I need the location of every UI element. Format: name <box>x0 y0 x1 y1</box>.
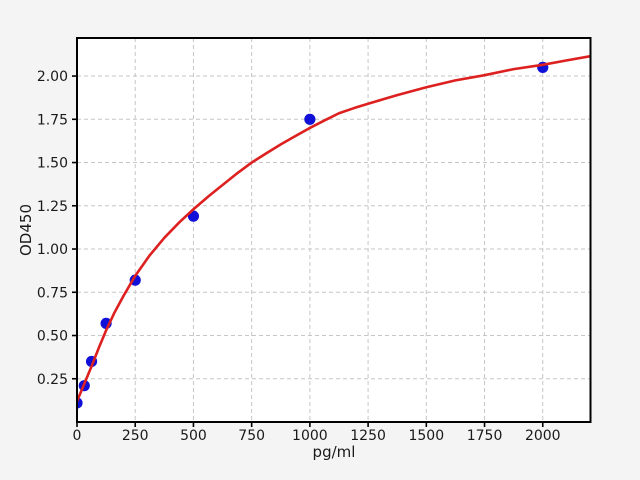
x-tick-label: 250 <box>122 428 149 444</box>
y-tick-label: 1.25 <box>37 199 68 215</box>
y-tick-label: 2.00 <box>37 69 68 85</box>
x-tick-label: 500 <box>180 428 207 444</box>
y-tick-label: 1.75 <box>37 112 68 128</box>
plot-area <box>77 38 591 422</box>
x-tick-label: 0 <box>73 428 82 444</box>
x-axis-label: pg/ml <box>312 443 356 461</box>
axis-spine <box>76 37 592 423</box>
x-tick-label: 1250 <box>350 428 386 444</box>
y-tick-label: 0.50 <box>37 329 68 345</box>
x-tick-label: 1750 <box>467 428 503 444</box>
y-tick-label: 0.25 <box>37 372 68 388</box>
x-tick-label: 2000 <box>525 428 561 444</box>
y-axis-label: OD450 <box>17 204 35 256</box>
y-tick-label: 1.50 <box>37 156 68 172</box>
data-point <box>304 113 316 125</box>
x-tick-label: 1000 <box>292 428 328 444</box>
x-tick-label: 750 <box>238 428 265 444</box>
x-tick-label: 1500 <box>408 428 444 444</box>
y-tick-label: 0.75 <box>37 285 68 301</box>
fit-curve <box>77 54 591 403</box>
series-layer <box>77 54 591 409</box>
y-tick-label: 1.00 <box>37 242 68 258</box>
